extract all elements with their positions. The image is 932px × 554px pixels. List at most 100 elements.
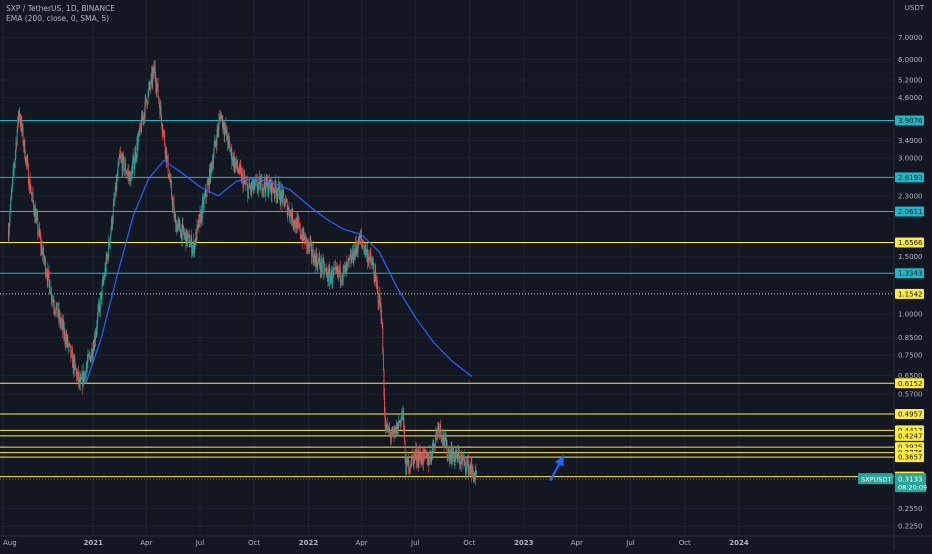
candle-body [370, 255, 372, 262]
candle-body [385, 424, 387, 432]
candle-body [423, 449, 424, 464]
candle-body [252, 185, 253, 189]
candle-body [122, 155, 124, 171]
candle-body [351, 255, 353, 259]
candle-body [272, 188, 274, 192]
candle-body [40, 245, 42, 248]
candle-body [376, 282, 378, 285]
candle-body [312, 248, 314, 261]
candle-body [284, 204, 286, 207]
candle-body [411, 455, 413, 456]
candle-body [362, 243, 364, 246]
candle-body [349, 257, 351, 260]
y-tick-label: 0.6500 [898, 372, 923, 380]
candle-body [436, 432, 437, 433]
candle-body [242, 173, 243, 175]
candle-body [448, 451, 450, 452]
candle-body [185, 232, 187, 246]
candle-body [69, 343, 71, 345]
candle-body [238, 172, 240, 173]
candle-body [368, 257, 370, 263]
candle-body [439, 430, 440, 433]
candle-body [405, 459, 407, 475]
candle-body [162, 131, 164, 134]
candle-body [111, 217, 113, 226]
candle-body [257, 184, 259, 190]
candle-body [83, 372, 85, 381]
candle-body [141, 115, 142, 132]
candle-body [399, 420, 401, 423]
candle-body [10, 198, 12, 210]
x-tick-label: Oct [679, 539, 691, 547]
candle-body [168, 174, 170, 179]
candle-body [354, 249, 356, 254]
candle-body [269, 183, 271, 190]
candle-body [368, 258, 370, 263]
candle-body [157, 83, 159, 97]
candle-body [305, 236, 307, 238]
candle-body [58, 309, 59, 317]
level-tag [895, 452, 924, 463]
candle-body [277, 191, 279, 197]
candle-body [390, 436, 392, 438]
candle-body [132, 161, 134, 168]
candle-body [82, 371, 84, 387]
candle-body [104, 277, 105, 279]
candle-body [418, 454, 420, 461]
candle-body [150, 76, 152, 87]
candle-body [80, 378, 82, 381]
candle-body [236, 159, 238, 168]
candle-body [116, 177, 118, 190]
candle-body [459, 455, 460, 464]
candle-body [204, 190, 206, 196]
candle-body [7, 230, 9, 240]
candle-body [156, 85, 158, 91]
candle-body [139, 123, 141, 132]
candle-body [49, 292, 51, 295]
candle-body [85, 368, 87, 378]
currency-label: USDT [904, 4, 924, 12]
candle-body [196, 231, 197, 241]
candle-body [29, 179, 30, 189]
candle-body [119, 154, 121, 159]
candle-body [467, 458, 469, 475]
candle-body [99, 295, 101, 311]
candle-body [88, 355, 90, 356]
candle-body [138, 131, 140, 139]
candle-body [37, 232, 39, 234]
candle-body [321, 269, 323, 272]
candle-body [443, 433, 444, 442]
candle-body [393, 430, 395, 434]
candle-body [382, 353, 384, 371]
y-tick-label: 6.0000 [898, 56, 923, 64]
candle-body [273, 190, 275, 192]
candle-body [362, 245, 364, 247]
candle-body [18, 110, 20, 120]
candle-body [27, 161, 29, 165]
candle-body [407, 458, 408, 464]
candle-body [39, 235, 41, 238]
candle-body [89, 355, 91, 357]
level-tag-label: 1.3343 [898, 270, 923, 278]
candle-body [210, 162, 212, 165]
candle-body [422, 462, 424, 464]
candle-body [364, 244, 366, 251]
candle-body [265, 176, 267, 193]
candle-body [164, 144, 166, 155]
candle-body [93, 347, 95, 351]
candle-body [470, 470, 472, 475]
level-tag-label: 0.3657 [898, 454, 923, 462]
candle-body [248, 183, 250, 188]
candle-body [71, 350, 72, 357]
level-tag-label: 3.9076 [898, 117, 923, 125]
candle-body [303, 228, 305, 239]
candle-body [243, 177, 245, 180]
candle-body [387, 423, 388, 426]
candle-body [250, 183, 252, 191]
candle-body [183, 232, 185, 236]
candle-body [439, 424, 441, 431]
candle-body [316, 263, 318, 269]
candle-body [423, 449, 425, 451]
